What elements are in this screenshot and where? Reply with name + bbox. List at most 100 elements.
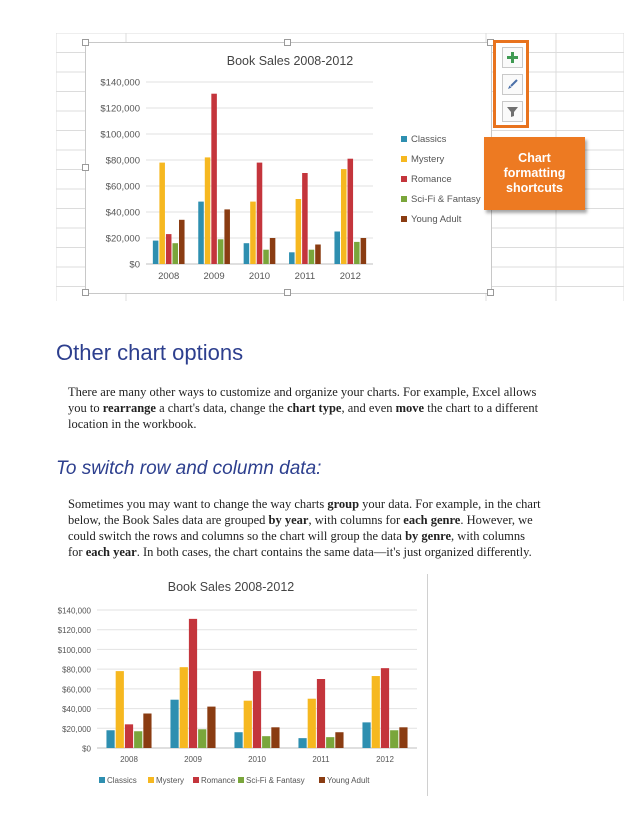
bar[interactable] <box>124 724 134 748</box>
text-line: could switch the rows and columns so the… <box>68 529 526 543</box>
bar[interactable] <box>115 671 124 748</box>
bar[interactable] <box>360 238 367 264</box>
chart-title: Book Sales 2008-2012 <box>168 580 295 594</box>
resize-handle-bottom[interactable] <box>284 289 291 296</box>
bar[interactable] <box>263 249 269 264</box>
bar[interactable] <box>224 209 230 264</box>
chart-area-2[interactable]: Book Sales 2008-2012 $0 $20,000 $40,000 $60,… <box>55 574 427 796</box>
chart-area-1[interactable]: Book Sales 2008-2012 $0 $20,000 $40,000 $60,… <box>85 42 492 294</box>
chart-formatting-callout: Chart formatting shortcuts <box>484 137 585 210</box>
bar[interactable] <box>362 722 371 748</box>
text-line: for each year. In both cases, the chart … <box>68 545 532 559</box>
chart-shortcuts-panel <box>493 40 529 128</box>
y-tick-label: $80,000 <box>62 666 91 675</box>
bar[interactable] <box>302 173 308 264</box>
y-tick-label: $100,000 <box>100 130 140 141</box>
bar[interactable] <box>298 738 307 748</box>
bar[interactable] <box>217 239 224 264</box>
bar[interactable] <box>334 231 340 265</box>
y-tick-label: $0 <box>82 745 91 754</box>
subheading-switch-row-column: To switch row and column data: <box>56 458 322 479</box>
legend-label: Young Adult <box>411 214 462 225</box>
bar[interactable] <box>250 201 256 264</box>
x-tick-label: 2009 <box>184 755 202 764</box>
chart-filters-button[interactable] <box>502 101 523 122</box>
chart-elements-button[interactable] <box>502 47 523 68</box>
bar[interactable] <box>340 169 347 264</box>
bar[interactable] <box>371 676 380 748</box>
resize-handle-bottom-right[interactable] <box>487 289 494 296</box>
bar[interactable] <box>188 618 198 748</box>
bar[interactable] <box>234 732 243 748</box>
bar[interactable] <box>335 732 344 748</box>
bar[interactable] <box>243 700 252 748</box>
bar[interactable] <box>134 731 143 748</box>
legend-swatch <box>401 216 407 222</box>
bar[interactable] <box>256 162 263 264</box>
x-tick-label: 2011 <box>295 271 315 282</box>
bar[interactable] <box>289 252 295 264</box>
y-tick-label: $140,000 <box>58 607 92 616</box>
bold-term: each year <box>85 545 137 559</box>
bar[interactable] <box>179 219 185 264</box>
bar[interactable] <box>347 158 354 264</box>
y-tick-label: $100,000 <box>58 646 92 655</box>
bar[interactable] <box>172 243 179 264</box>
bar[interactable] <box>198 201 204 264</box>
legend-swatch <box>401 156 407 162</box>
bold-term: chart type <box>286 401 342 415</box>
bar[interactable] <box>152 240 159 264</box>
bar[interactable] <box>159 162 165 264</box>
bar[interactable] <box>207 706 216 748</box>
y-tick-label: $140,000 <box>100 78 140 89</box>
bar[interactable] <box>262 736 271 748</box>
text-line: There are many other ways to customize a… <box>68 385 537 399</box>
resize-handle-bottom-left[interactable] <box>82 289 89 296</box>
bar[interactable] <box>243 243 250 264</box>
bar[interactable] <box>380 668 390 748</box>
legend-label: Classics <box>411 134 447 145</box>
x-tick-label: 2012 <box>376 755 394 764</box>
bold-term: by year <box>268 513 309 527</box>
text-line: below, the Book Sales data are grouped b… <box>68 513 533 527</box>
bar[interactable] <box>106 730 115 748</box>
bar[interactable] <box>295 199 302 264</box>
bar[interactable] <box>204 157 211 264</box>
bar[interactable] <box>179 667 188 748</box>
bar[interactable] <box>170 699 179 748</box>
y-tick-label: $20,000 <box>106 234 140 245</box>
bar[interactable] <box>211 93 217 264</box>
y-tick-label: $80,000 <box>106 156 140 167</box>
x-tick-label: 2009 <box>204 271 225 282</box>
x-tick-label: 2010 <box>248 755 266 764</box>
resize-handle-left[interactable] <box>82 164 89 171</box>
bar[interactable] <box>198 729 207 748</box>
bar[interactable] <box>390 730 399 748</box>
resize-handle-top[interactable] <box>284 39 291 46</box>
bar[interactable] <box>307 698 316 748</box>
brush-icon <box>508 79 518 89</box>
bar[interactable] <box>316 679 326 748</box>
legend-label: Classics <box>107 776 137 785</box>
bar[interactable] <box>143 713 152 749</box>
bar[interactable] <box>252 671 262 748</box>
y-tick-label: $0 <box>129 260 140 271</box>
bar[interactable] <box>315 244 321 265</box>
resize-handle-top-left[interactable] <box>82 39 89 46</box>
bar[interactable] <box>271 727 280 748</box>
legend-label: Romance <box>411 174 452 185</box>
paragraph-switch-data: Sometimes you may want to change the way… <box>68 496 588 560</box>
bar[interactable] <box>165 234 172 264</box>
bold-term: each genre <box>403 513 461 527</box>
bar[interactable] <box>308 249 315 264</box>
chart-2: Book Sales 2008-2012 $0 $20,000 $40,000 $60,… <box>58 580 417 785</box>
bar[interactable] <box>326 737 335 748</box>
y-tick-label: $120,000 <box>100 104 140 115</box>
y-tick-label: $40,000 <box>62 705 91 714</box>
bar[interactable] <box>354 241 360 264</box>
legend-swatch <box>401 136 407 142</box>
bar[interactable] <box>399 727 408 748</box>
bar[interactable] <box>269 238 276 264</box>
text-line: you to rearrange a chart's data, change … <box>68 401 539 415</box>
chart-styles-button[interactable] <box>502 74 523 95</box>
